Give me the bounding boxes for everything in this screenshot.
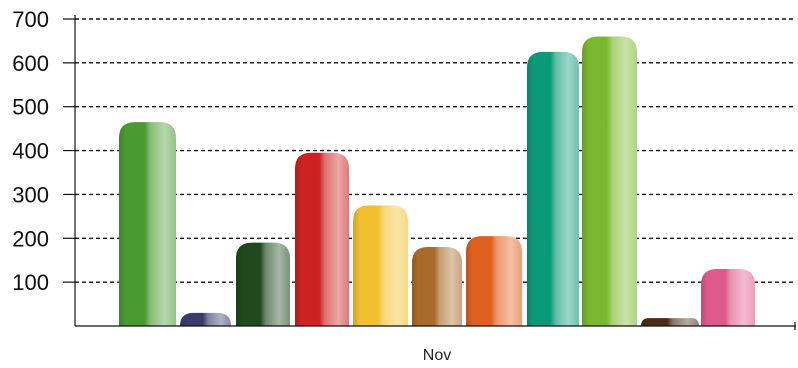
- y-tick-label-300: 300: [12, 182, 49, 207]
- bar-2: [180, 312, 231, 326]
- y-tick-label-500: 500: [12, 95, 49, 120]
- x-category-label: Nov: [423, 347, 451, 364]
- grid-lines: [75, 18, 796, 283]
- bars: [119, 36, 755, 327]
- bar-1: [119, 122, 176, 326]
- y-tick-label-100: 100: [12, 270, 49, 295]
- axes: [63, 15, 796, 330]
- bar-11: [701, 268, 755, 326]
- y-tick-label-200: 200: [12, 226, 49, 251]
- bar-5: [353, 205, 408, 326]
- axis-labels: 100 200 300 400 500 600 700 Nov: [12, 7, 451, 364]
- bar-10: [641, 318, 699, 326]
- bar-6: [412, 247, 462, 326]
- bar-9: [582, 36, 637, 327]
- bar-7: [466, 236, 522, 326]
- bar-8: [527, 51, 579, 327]
- bar-4: [295, 152, 349, 326]
- bar-3: [236, 242, 290, 326]
- y-tick-label-600: 600: [12, 51, 49, 76]
- y-tick-label-400: 400: [12, 139, 49, 164]
- y-tick-label-700: 700: [12, 7, 49, 32]
